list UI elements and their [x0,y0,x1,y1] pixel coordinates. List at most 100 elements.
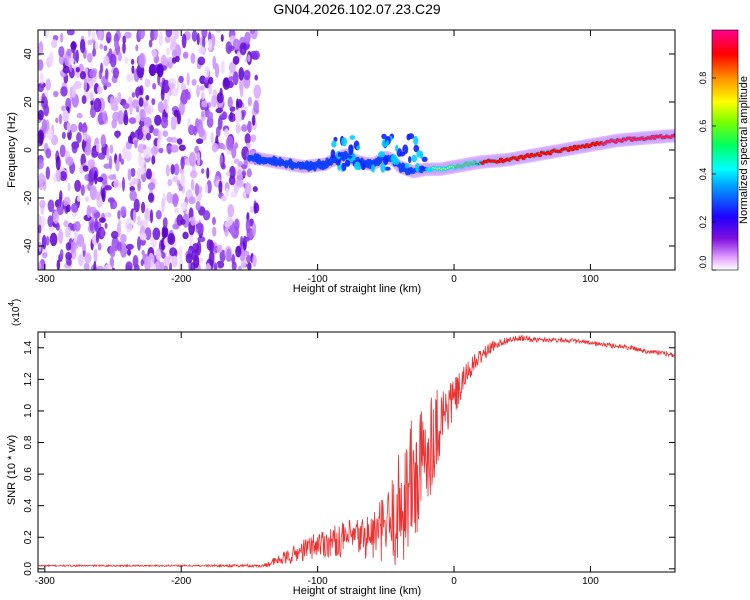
snr-x-tick-label: -300 [35,576,55,587]
signal-scatter [350,157,354,163]
noise-blob [126,73,134,83]
noise-blob [247,54,251,63]
noise-blob [208,82,212,95]
noise-blob [167,148,172,155]
noise-blob [122,102,130,110]
noise-blob [56,167,61,183]
noise-blob [216,244,223,253]
noise-blob [104,68,109,80]
noise-blob [94,218,99,233]
noise-blob [191,249,199,262]
noise-blob [181,33,187,49]
signal-scatter [341,162,347,172]
noise-blob [128,181,135,187]
signal-scatter [330,149,336,159]
noise-blob [38,261,42,270]
noise-blob [126,249,132,256]
noise-blob [253,84,262,99]
noise-blob [38,158,44,170]
snr-y-tick-label: 1.0 [23,404,34,418]
noise-blob [145,94,150,101]
noise-blob [228,76,234,82]
noise-blob [90,100,94,106]
noise-blob [139,232,147,241]
noise-blob [172,175,179,183]
signal-scatter [404,163,410,169]
noise-blob [58,228,64,244]
noise-blob [163,256,171,267]
signal-scatter [395,144,399,152]
noise-blob [66,121,71,133]
noise-blob [112,67,120,79]
noise-blob [70,41,77,50]
noise-blob [174,55,180,63]
noise-blob [67,182,71,192]
noise-blob [63,200,69,207]
noise-blob [65,242,72,251]
noise-blob [89,92,94,101]
noise-blob [65,251,72,261]
noise-blob [86,138,92,153]
noise-blob [41,118,47,134]
noise-blob [188,124,195,136]
noise-blob [231,254,236,265]
noise-blob [150,237,157,248]
noise-blob [218,180,223,195]
noise-blob [235,109,242,123]
signal-scatter [335,159,341,166]
signal-scatter [411,154,418,163]
snr-x-tick-label: 100 [582,576,599,587]
spectrogram-y-tick-label: 20 [23,96,34,108]
noise-blob [110,198,114,210]
noise-blob [39,132,44,146]
noise-blob [180,173,186,187]
noise-blob [47,199,55,213]
spectrogram-y-tick-label: -20 [23,190,34,205]
noise-blob [241,170,247,177]
signal-scatter [413,135,419,146]
noise-blob [163,265,168,270]
noise-blob [38,241,42,252]
noise-blob [212,217,216,226]
signal-scatter [416,150,424,158]
signal-scatter [331,140,337,148]
noise-blob [227,96,233,108]
snr-y-scale-label: (x104) [7,299,22,326]
noise-blob [84,252,92,264]
snr-y-tick-label: 0.6 [23,467,34,481]
noise-blob [120,233,127,243]
noise-blob [93,97,102,113]
noise-blob [138,30,146,40]
noise-blob [73,230,78,243]
noise-blob [152,83,157,90]
noise-blob [55,117,59,124]
noise-blob [156,63,164,77]
spectrogram-x-tick-label: 0 [451,274,457,285]
noise-blob [59,32,64,43]
noise-blob [153,30,158,41]
noise-blob [56,259,61,270]
noise-blob [84,184,89,190]
noise-blob [205,263,212,270]
noise-blob [163,98,168,111]
snr-x-label: Height of straight line (km) [293,585,421,597]
noise-blob [182,231,189,240]
noise-blob [228,61,236,74]
noise-blob [102,110,108,123]
signal-scatter [355,161,360,168]
noise-blob [193,125,197,136]
noise-blob [198,127,205,138]
snr-y-tick-label: 0.8 [23,435,34,449]
noise-blob [117,92,122,104]
noise-blob [38,83,45,93]
noise-blob [168,77,177,89]
noise-blob [182,51,189,59]
noise-blob [140,259,144,267]
noise-blob [159,129,163,140]
noise-blob [75,70,81,79]
noise-blob [172,193,179,208]
noise-blob [148,39,153,48]
noise-blob [234,218,240,231]
noise-blob [151,155,156,165]
noise-blob [180,201,189,211]
